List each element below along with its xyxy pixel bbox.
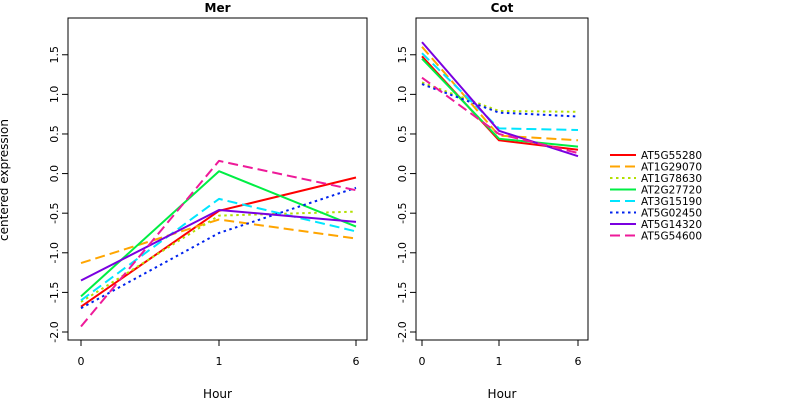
x-axis-label: Hour bbox=[203, 387, 232, 400]
plot-frame bbox=[415, 17, 589, 341]
y-tick-label: -1.5 bbox=[396, 282, 409, 303]
series-line-at2g27720 bbox=[421, 58, 579, 148]
series-line-at3g15190 bbox=[80, 197, 357, 302]
y-tick-label: 0.0 bbox=[48, 165, 61, 183]
plot-frame bbox=[67, 17, 368, 341]
y-tick-label: 0.0 bbox=[396, 165, 409, 183]
x-tick-label: 0 bbox=[419, 355, 426, 368]
y-tick-label: -1.0 bbox=[396, 242, 409, 263]
series-line-at5g55280 bbox=[80, 176, 357, 308]
legend-label: AT1G78630 bbox=[641, 173, 702, 185]
y-tick-label: -0.5 bbox=[396, 202, 409, 223]
series-line-at1g78630 bbox=[421, 81, 579, 113]
y-axis-label: centered expression bbox=[0, 119, 11, 241]
series-line-at1g29070 bbox=[80, 218, 357, 265]
y-tick-label: 1.0 bbox=[48, 86, 61, 104]
x-tick-label: 1 bbox=[216, 355, 223, 368]
legend-label: AT5G55280 bbox=[641, 150, 702, 162]
panel-title: Mer bbox=[205, 1, 231, 15]
y-tick-label: -2.0 bbox=[396, 321, 409, 342]
legend-label: AT5G14320 bbox=[641, 219, 702, 231]
series-line-at1g78630 bbox=[80, 210, 357, 303]
y-tick-label: -1.5 bbox=[48, 282, 61, 303]
y-tick-label: -0.5 bbox=[48, 202, 61, 223]
y-tick-label: 1.5 bbox=[396, 46, 409, 64]
legend-label: AT1G29070 bbox=[641, 162, 702, 174]
y-tick-label: 1.5 bbox=[48, 46, 61, 64]
series-line-at5g02450 bbox=[80, 186, 357, 310]
series-line-at5g54600 bbox=[80, 159, 357, 328]
y-tick-label: 1.0 bbox=[396, 86, 409, 104]
legend-label: AT3G15190 bbox=[641, 196, 702, 208]
x-tick-label: 1 bbox=[496, 355, 503, 368]
legend-label: AT5G02450 bbox=[641, 208, 702, 220]
series-line-at1g29070 bbox=[421, 46, 579, 142]
x-tick-label: 6 bbox=[575, 355, 582, 368]
x-axis-label: Hour bbox=[488, 387, 517, 400]
y-tick-label: 0.5 bbox=[396, 125, 409, 143]
panel-title: Cot bbox=[491, 1, 514, 15]
series-line-at5g14320 bbox=[421, 41, 579, 158]
series-line-at2g27720 bbox=[80, 170, 357, 298]
series-line-at5g14320 bbox=[80, 209, 357, 282]
series-line-at5g54600 bbox=[421, 76, 579, 154]
y-tick-label: 0.5 bbox=[48, 125, 61, 143]
series-line-at3g15190 bbox=[421, 52, 579, 131]
legend-label: AT5G54600 bbox=[641, 231, 702, 243]
y-tick-label: -1.0 bbox=[48, 242, 61, 263]
series-line-at5g02450 bbox=[421, 83, 579, 118]
x-tick-label: 6 bbox=[353, 355, 360, 368]
x-tick-label: 0 bbox=[78, 355, 85, 368]
legend-label: AT2G27720 bbox=[641, 185, 702, 197]
y-tick-label: -2.0 bbox=[48, 321, 61, 342]
